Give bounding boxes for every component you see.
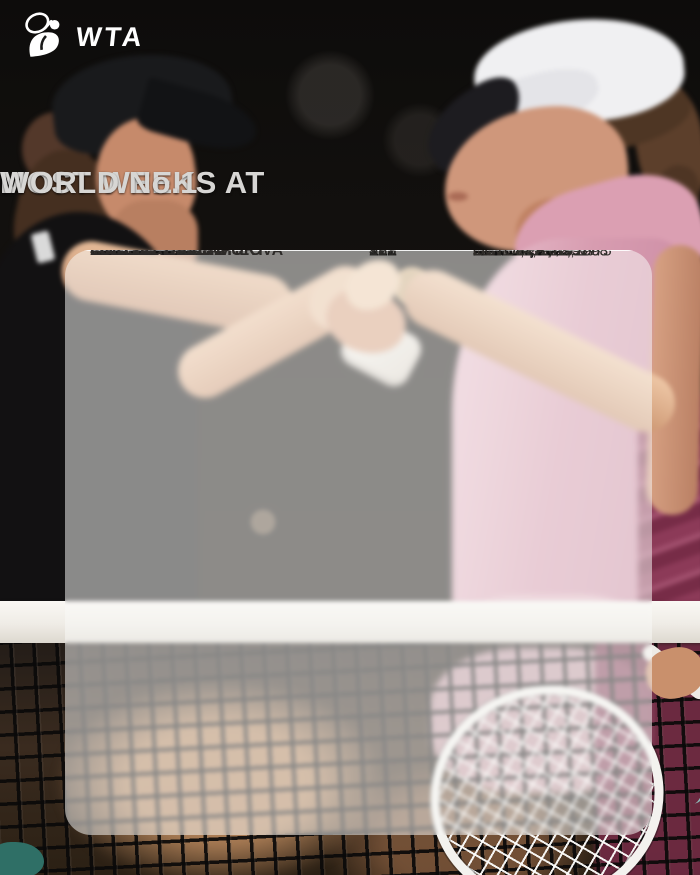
weeks-count: 332 xyxy=(369,250,397,260)
player-name: MONICA SELES xyxy=(90,250,214,259)
weeks-count: 178 xyxy=(369,250,397,260)
table-row: MONICA SELES 178 MARCH 11, 1991 xyxy=(65,250,652,260)
table-row: CHRIS EVERT 260 NOVEMBER 3, 1975 xyxy=(65,250,652,260)
wta-wordmark: WTA xyxy=(74,22,147,52)
player-name: MARTINA NAVRATILOVA xyxy=(90,250,284,259)
weeks-count: 122 xyxy=(369,250,397,260)
table-row: MARTINA NAVRATILOVA 332 JULY 10, 1978 xyxy=(65,250,652,260)
weeks-count: 260 xyxy=(369,250,397,260)
weeks-count: 209 xyxy=(369,250,397,260)
player-name: CHRIS EVERT xyxy=(90,250,200,259)
player-name: JUSTINE HENIN xyxy=(90,250,215,259)
table-row: MARTINA HINGIS 209 MARCH 31, 1997 xyxy=(65,250,652,260)
title-line-1: MOST WEEKS AT xyxy=(0,165,265,200)
player-name: ASHLEIGH BARTY xyxy=(90,250,236,259)
weeks-count: 319 xyxy=(369,250,397,260)
wta-emblem-icon xyxy=(25,12,60,57)
date-reached: MARCH 11, 1991 xyxy=(473,250,589,260)
date-reached: OCTOBER 20, 2003 xyxy=(473,250,608,260)
shoe xyxy=(0,842,44,875)
weeks-count: 117 xyxy=(369,250,396,260)
weeks-count: 377 xyxy=(369,250,397,260)
date-reached: APRIL 4, 2022 xyxy=(473,250,571,260)
date-reached: JULY 10, 1978 xyxy=(473,250,570,260)
date-reached: MARCH 31, 1997 xyxy=(473,250,590,260)
player-name: SERENA WILLIAMS xyxy=(90,250,243,259)
date-reached: AUGUST 17, 1987 xyxy=(473,250,597,259)
player-name: MARTINA HINGIS xyxy=(90,250,226,259)
date-reached: OCTOBER 12, 1998 xyxy=(473,250,608,260)
table-row: LINDSAY DAVENPORT 98 OCTOBER 12, 1998 xyxy=(65,250,652,260)
right-player-lips xyxy=(448,192,468,201)
table-row: SERENA WILLIAMS 319 JULY 8, 2002 xyxy=(65,250,652,260)
wta-logo: WTA xyxy=(20,10,180,62)
player-name: IGA SWIATEK xyxy=(90,250,198,259)
date-reached: JUNE 24, 2019 xyxy=(473,250,574,260)
player-name: LINDSAY DAVENPORT xyxy=(90,250,266,259)
table-row: IGA SWIATEK 122 APRIL 4, 2022 xyxy=(65,250,652,260)
title-line-2: WORLD No.1 xyxy=(0,165,198,200)
table-row: ASHLEIGH BARTY 121 JUNE 24, 2019 xyxy=(65,250,652,260)
date-reached: NOVEMBER 3, 1975 xyxy=(473,250,612,260)
table-row: JUSTINE HENIN 117 OCTOBER 20, 2003 xyxy=(65,250,652,260)
weeks-count: 98 xyxy=(369,250,388,260)
player-name: STEFFI GRAF xyxy=(90,250,197,259)
weeks-count: 121 xyxy=(369,250,397,260)
date-reached: JULY 8, 2002 xyxy=(473,250,562,260)
